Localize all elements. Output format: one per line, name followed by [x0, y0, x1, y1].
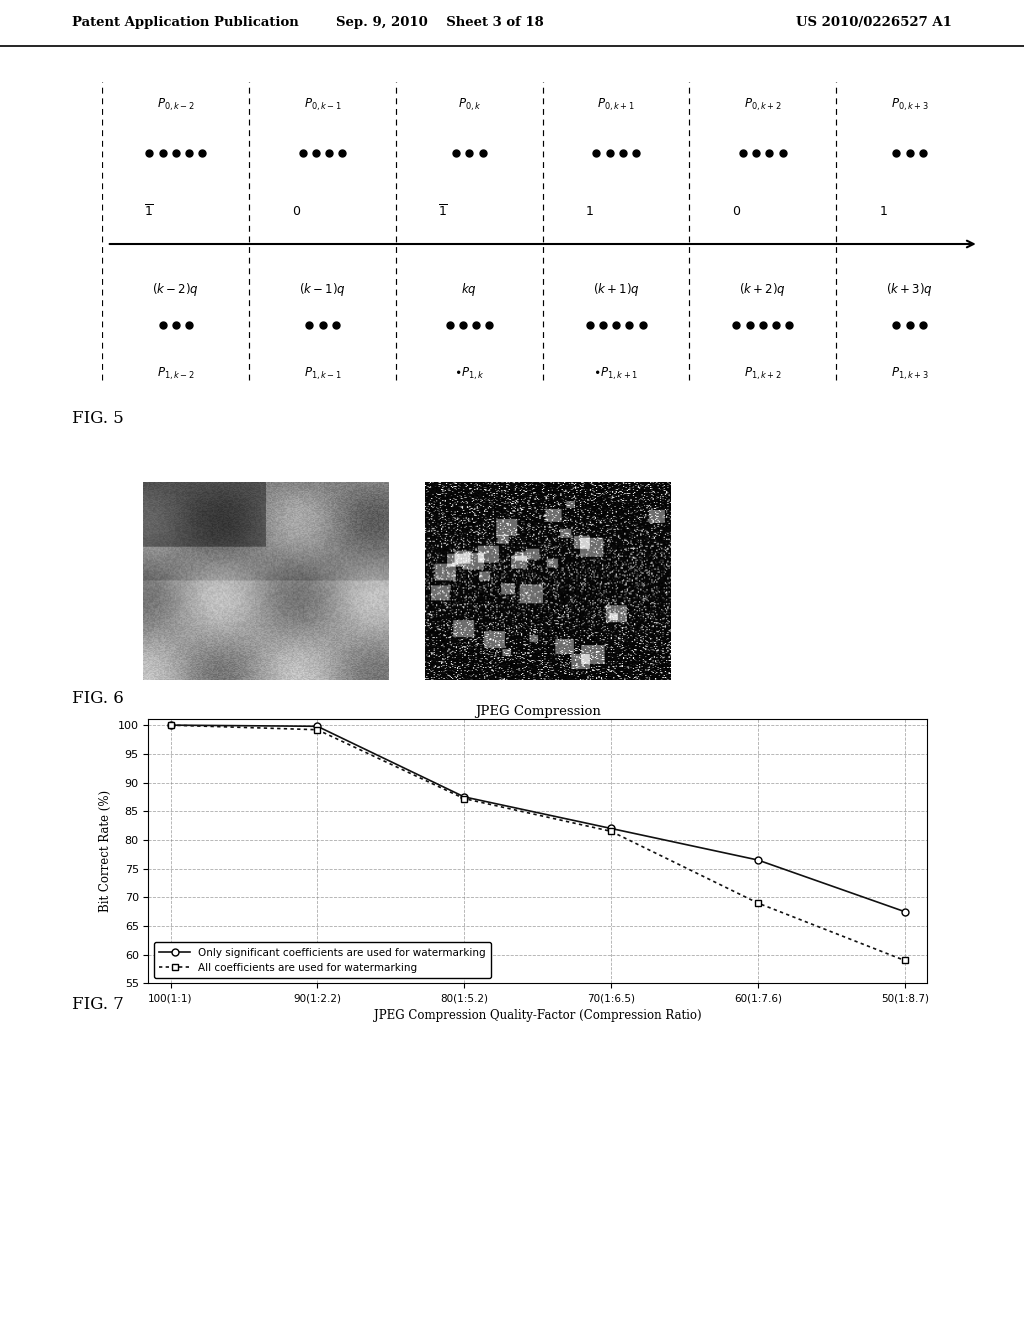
- Text: $\overline{1}$: $\overline{1}$: [144, 203, 155, 219]
- Text: $1$: $1$: [879, 205, 888, 218]
- Only significant coefficients are used for watermarking: [458, 789, 470, 805]
- Text: $P_{0,k+2}$: $P_{0,k+2}$: [744, 96, 781, 114]
- Only significant coefficients are used for watermarking: [605, 821, 617, 837]
- Text: $\overline{1}$: $\overline{1}$: [438, 203, 447, 219]
- Text: US 2010/0226527 A1: US 2010/0226527 A1: [797, 16, 952, 29]
- Text: $P_{0,k-1}$: $P_{0,k-1}$: [304, 96, 341, 114]
- Y-axis label: Bit Correct Rate (%): Bit Correct Rate (%): [99, 791, 113, 912]
- Text: $(k+2)q$: $(k+2)q$: [739, 281, 786, 298]
- Line: All coefficients are used for watermarking: All coefficients are used for watermarki…: [167, 722, 908, 964]
- All coefficients are used for watermarking: [165, 717, 177, 733]
- Text: $P_{0,k+1}$: $P_{0,k+1}$: [597, 96, 635, 114]
- Title: JPEG Compression: JPEG Compression: [475, 705, 600, 718]
- Text: $\bullet P_{1,k}$: $\bullet P_{1,k}$: [454, 366, 484, 381]
- All coefficients are used for watermarking: [605, 824, 617, 840]
- Text: Patent Application Publication: Patent Application Publication: [72, 16, 298, 29]
- Text: $0$: $0$: [732, 205, 741, 218]
- Text: FIG. 7: FIG. 7: [72, 997, 124, 1012]
- Text: $P_{0,k+3}$: $P_{0,k+3}$: [891, 96, 929, 114]
- All coefficients are used for watermarking: [898, 953, 910, 969]
- Text: $(k-1)q$: $(k-1)q$: [299, 281, 346, 298]
- Legend: Only significant coefficients are used for watermarking, All coefficients are us: Only significant coefficients are used f…: [154, 942, 492, 978]
- All coefficients are used for watermarking: [458, 791, 470, 807]
- Text: $0$: $0$: [292, 205, 301, 218]
- Text: Sep. 9, 2010    Sheet 3 of 18: Sep. 9, 2010 Sheet 3 of 18: [337, 16, 544, 29]
- Text: FIG. 6: FIG. 6: [72, 690, 124, 706]
- Only significant coefficients are used for watermarking: [752, 853, 764, 869]
- Text: $(k-2)q$: $(k-2)q$: [153, 281, 200, 298]
- All coefficients are used for watermarking: [752, 895, 764, 911]
- Text: $(k+3)q$: $(k+3)q$: [886, 281, 933, 298]
- Text: $kq$: $kq$: [462, 281, 477, 298]
- Only significant coefficients are used for watermarking: [311, 718, 324, 734]
- Text: $P_{1,k+2}$: $P_{1,k+2}$: [744, 366, 781, 381]
- Text: $1$: $1$: [586, 205, 594, 218]
- Only significant coefficients are used for watermarking: [898, 904, 910, 920]
- Text: $P_{1,k-2}$: $P_{1,k-2}$: [157, 366, 195, 381]
- Text: $P_{1,k+3}$: $P_{1,k+3}$: [891, 366, 929, 381]
- Text: $(k+1)q$: $(k+1)q$: [593, 281, 640, 298]
- X-axis label: JPEG Compression Quality-Factor (Compression Ratio): JPEG Compression Quality-Factor (Compres…: [374, 1008, 701, 1022]
- Text: FIG. 5: FIG. 5: [72, 411, 124, 426]
- Text: $\bullet P_{1,k+1}$: $\bullet P_{1,k+1}$: [594, 366, 639, 381]
- Text: $P_{0,k-2}$: $P_{0,k-2}$: [157, 96, 195, 114]
- All coefficients are used for watermarking: [311, 722, 324, 738]
- Text: $P_{1,k-1}$: $P_{1,k-1}$: [304, 366, 341, 381]
- Only significant coefficients are used for watermarking: [165, 717, 177, 733]
- Text: $P_{0,k}$: $P_{0,k}$: [458, 96, 481, 114]
- Line: Only significant coefficients are used for watermarking: Only significant coefficients are used f…: [167, 722, 908, 915]
